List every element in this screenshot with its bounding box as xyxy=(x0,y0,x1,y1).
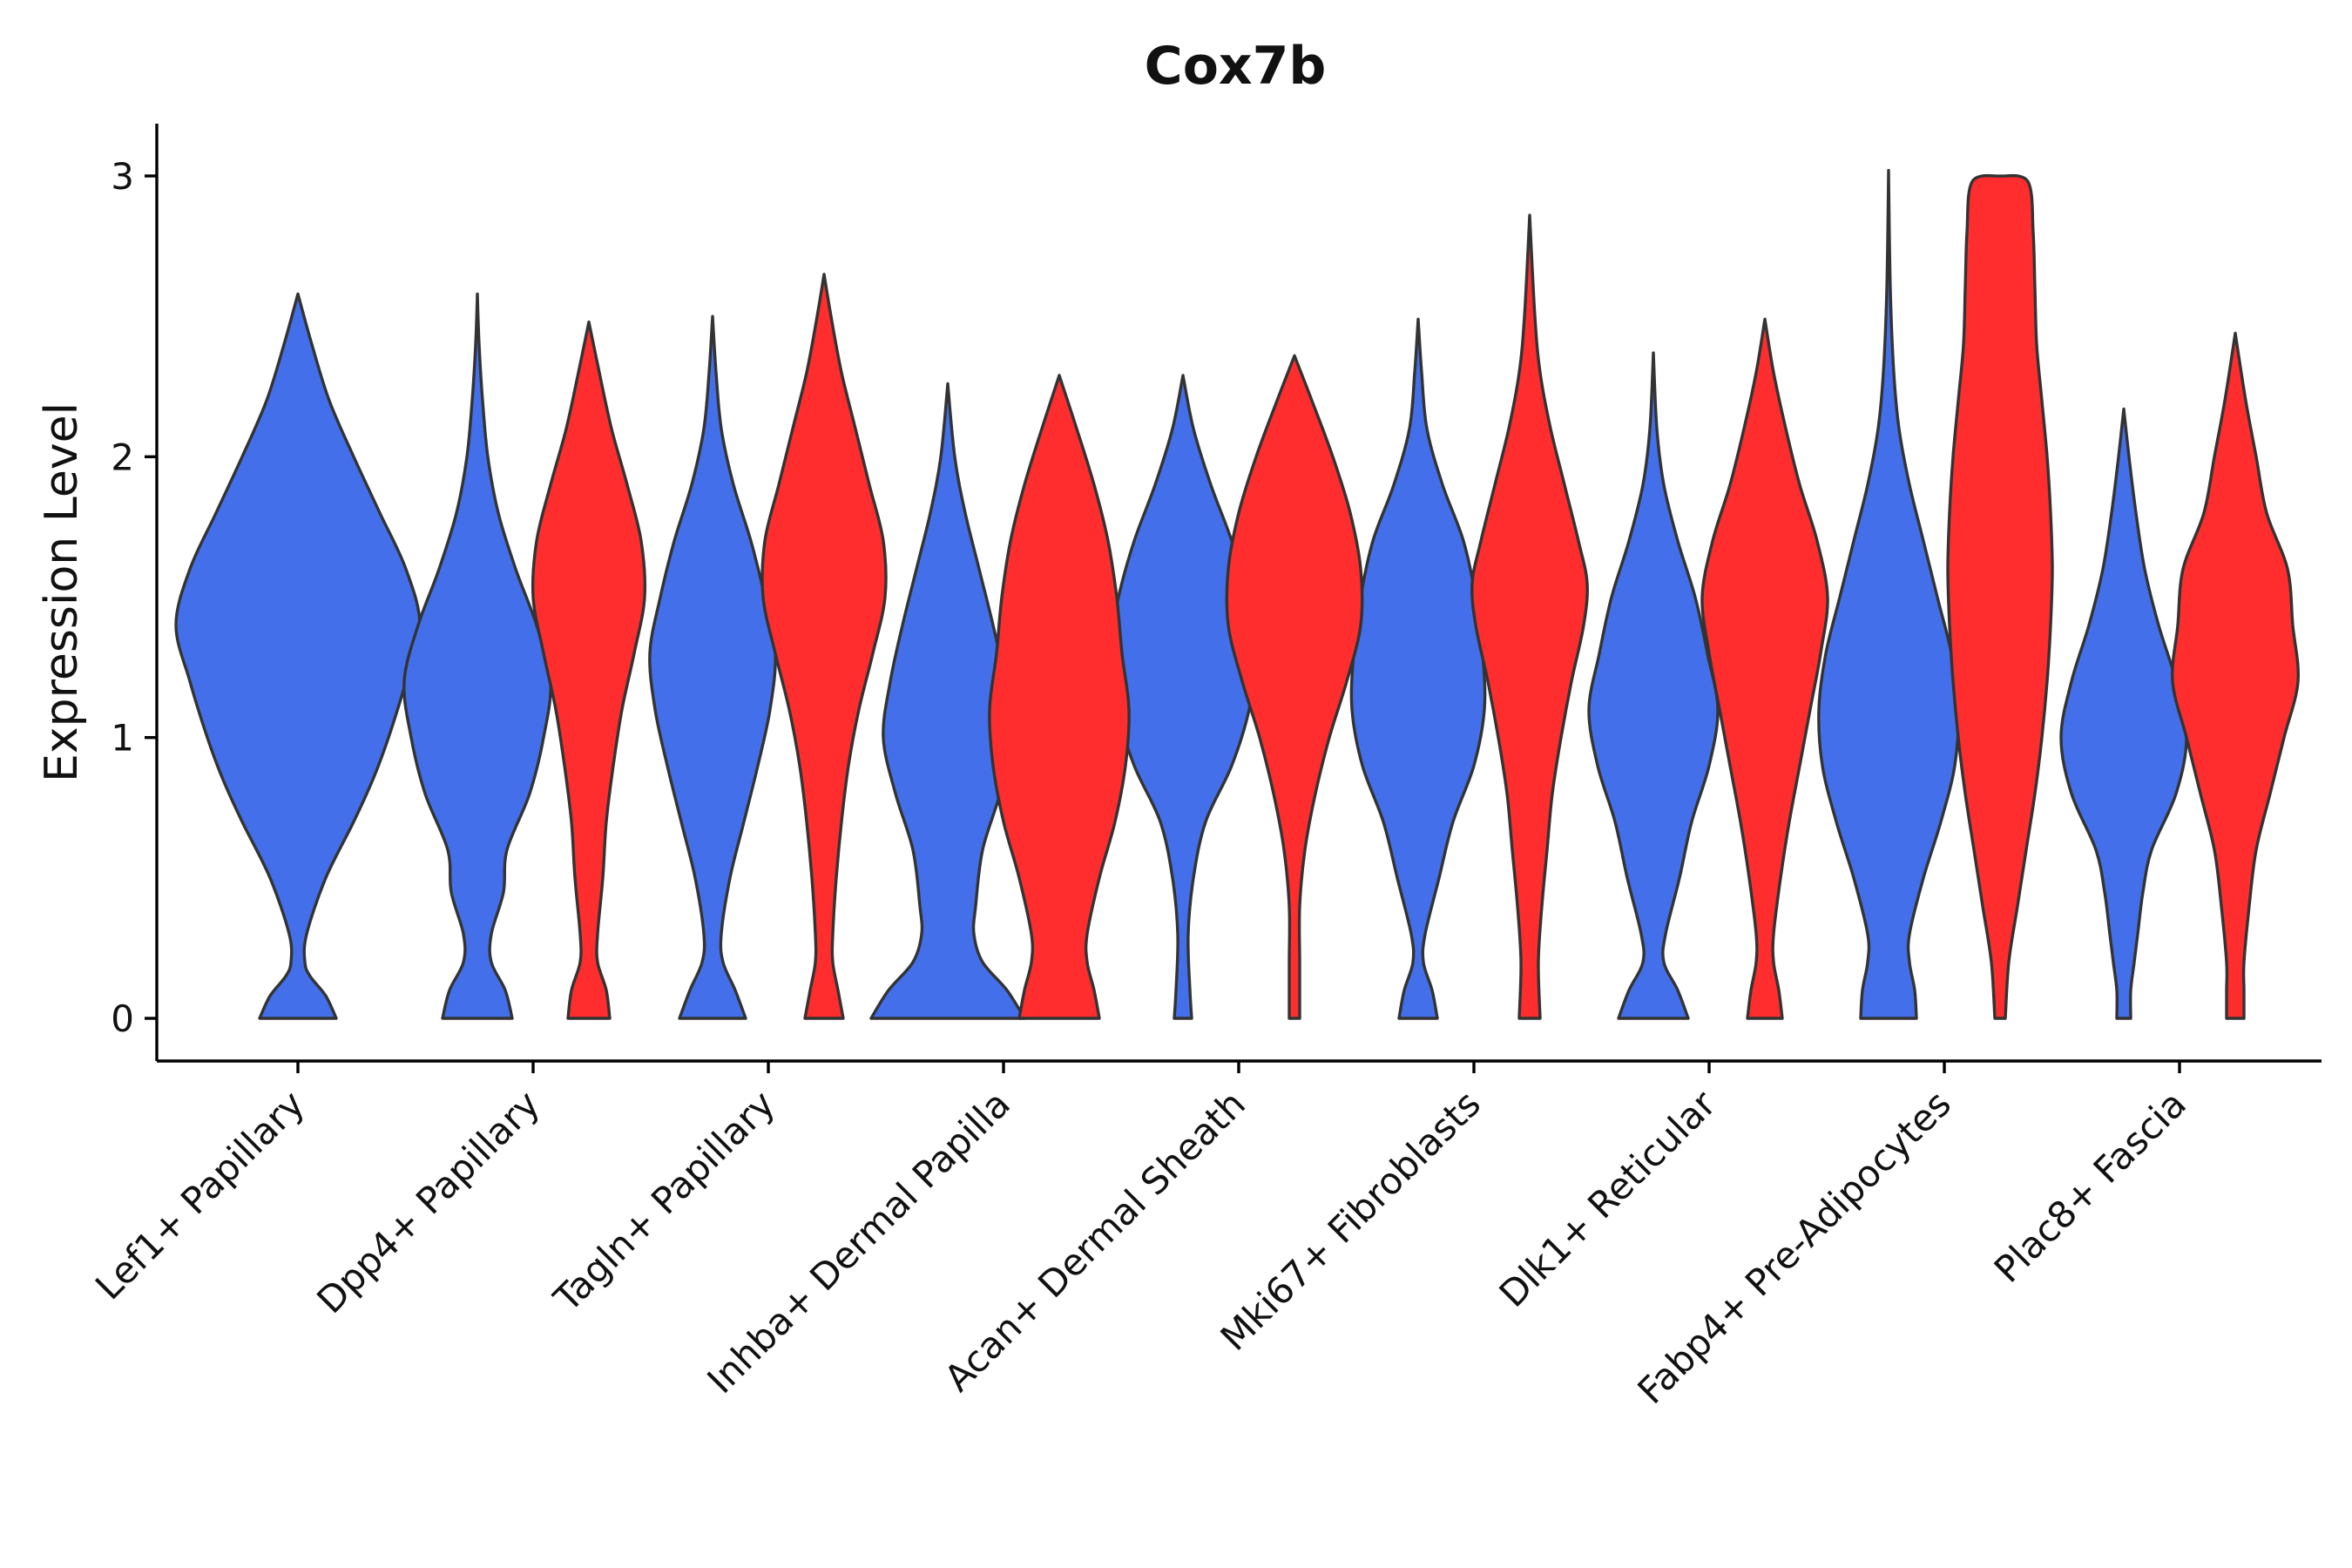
chart-title: Cox7b xyxy=(1145,36,1327,97)
violin-2-mki67-fibroblasts xyxy=(1470,213,1589,1020)
violin-2-inhba-dermal-papilla xyxy=(988,374,1131,1020)
violin-2-tagln-papillary xyxy=(760,273,888,1020)
violin-1-lef1-papillary xyxy=(174,292,422,1020)
x-tick-label: Lef1+ Papillary xyxy=(87,1082,313,1308)
y-tick-label: 0 xyxy=(111,997,134,1040)
y-tick-label: 2 xyxy=(111,436,134,478)
violin-1-fabp4-pre-adipocytes xyxy=(1817,168,1960,1020)
violin-2-plac8-fascia xyxy=(2170,331,2301,1020)
violin-1-tagln-papillary xyxy=(648,314,777,1020)
x-tick-label: Dlk1+ Reticular xyxy=(1491,1082,1725,1315)
violin-2-dlk1-reticular xyxy=(1700,317,1829,1020)
y-axis-label: Expression Level xyxy=(36,402,88,782)
violin-layer xyxy=(174,168,2301,1020)
violin-1-plac8-fascia xyxy=(2059,407,2188,1020)
violin-1-dlk1-reticular xyxy=(1587,351,1720,1020)
x-tick-label: Plac8+ Fascia xyxy=(1986,1082,2194,1290)
x-tick-label: Tagln+ Papillary xyxy=(545,1082,783,1320)
violin-1-dpp4-papillary xyxy=(402,292,552,1020)
violin-2-acan-dermal-sheath xyxy=(1225,354,1364,1020)
violin-2-fabp4-pre-adipocytes xyxy=(1946,173,2054,1020)
violin-1-inhba-dermal-papilla xyxy=(869,382,1026,1020)
x-tick-label: Mki67+ Fibroblasts xyxy=(1213,1082,1489,1358)
violin-1-acan-dermal-sheath xyxy=(1108,374,1258,1020)
y-axis-ticks: 0 1 2 3 xyxy=(111,155,157,1040)
x-tick-label: Dpp4+ Papillary xyxy=(308,1082,548,1321)
violin-2-dpp4-papillary xyxy=(531,320,647,1020)
y-tick-label: 1 xyxy=(111,717,134,760)
violin-1-mki67-fibroblasts xyxy=(1349,317,1487,1020)
y-tick-label: 3 xyxy=(111,155,134,198)
